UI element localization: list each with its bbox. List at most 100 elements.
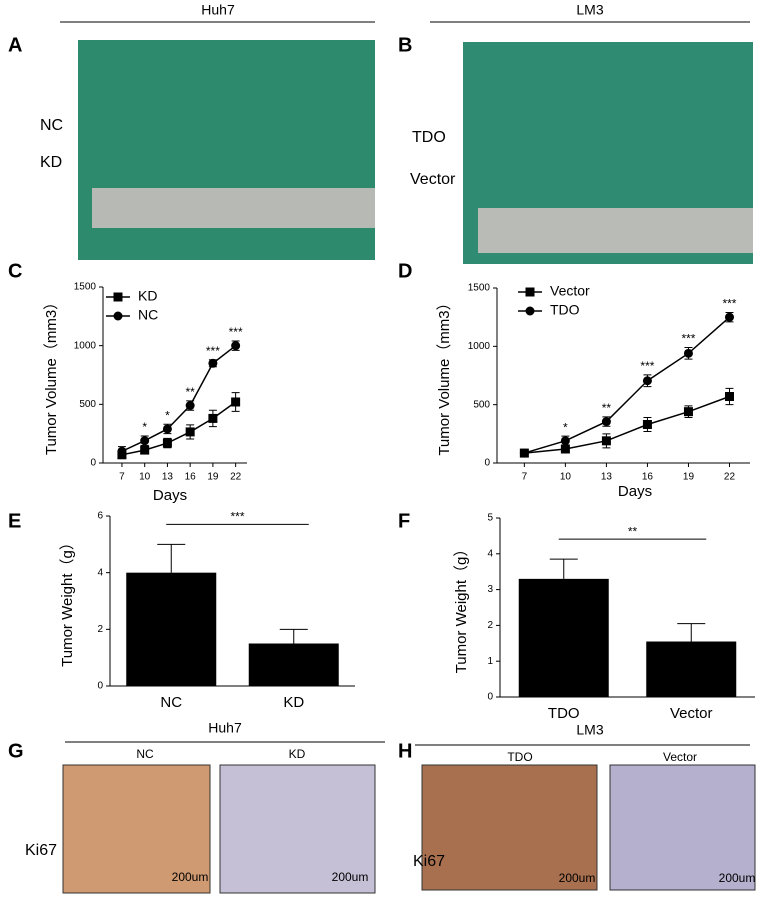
stain-label: Ki67	[25, 842, 57, 859]
marker	[140, 436, 150, 446]
marker	[185, 401, 195, 411]
significance: *	[563, 420, 568, 434]
header: LM3	[576, 2, 603, 18]
x-tick-label: Vector	[670, 705, 713, 722]
marker	[140, 445, 150, 455]
significance: **	[185, 385, 195, 399]
marker	[642, 420, 652, 429]
x-tick-label: 16	[642, 472, 654, 483]
marker	[601, 417, 611, 427]
y-tick-label: 2	[487, 620, 493, 631]
panel-letter: H	[398, 740, 412, 762]
y-tick-label: 1000	[468, 341, 491, 352]
marker	[601, 436, 611, 446]
legend-label: KD	[138, 288, 157, 304]
y-axis-label: Tumor Weight（g）	[453, 542, 470, 674]
panel-letter: E	[8, 510, 21, 532]
row-label: NC	[40, 117, 63, 134]
legend-marker	[113, 292, 123, 302]
y-tick-label: 1500	[468, 283, 491, 294]
row-label: KD	[40, 154, 62, 171]
bar	[646, 641, 737, 697]
legend-label: TDO	[550, 302, 580, 318]
column-label: Vector	[663, 750, 697, 764]
y-tick-label: 6	[97, 511, 103, 522]
header: Huh7	[208, 720, 242, 736]
x-tick-label: 22	[724, 472, 736, 483]
legend-marker	[113, 311, 123, 321]
micrograph	[219, 764, 376, 894]
series-line	[121, 401, 237, 456]
x-tick-label: NC	[160, 694, 182, 711]
y-tick-label: 1500	[74, 282, 97, 293]
y-tick-label: 4	[487, 548, 493, 559]
marker	[231, 397, 241, 407]
significance: *	[165, 408, 170, 422]
panel-letter: D	[398, 260, 412, 282]
panel-letter: F	[398, 510, 410, 532]
x-tick-label: 10	[139, 472, 151, 483]
y-tick-label: 2	[97, 624, 103, 635]
error-bar	[677, 623, 706, 642]
y-tick-label: 0	[484, 458, 490, 469]
y-axis-label: Tumor Weight（g）	[59, 535, 76, 667]
significance: **	[628, 524, 638, 538]
y-tick-label: 500	[79, 399, 96, 410]
significance: ***	[640, 359, 654, 373]
scale-label: 200um	[332, 870, 369, 884]
scale-label: 200um	[172, 870, 209, 884]
y-tick-label: 0	[487, 692, 493, 703]
scale-label: 200um	[719, 871, 756, 885]
marker	[683, 348, 693, 358]
significance: ***	[230, 510, 244, 524]
micrograph	[609, 764, 756, 891]
significance: **	[602, 401, 612, 415]
x-tick-label: 13	[162, 472, 174, 483]
legend-label: Vector	[550, 283, 590, 299]
error-bar	[279, 628, 308, 644]
column-label: TDO	[507, 750, 532, 764]
legend-marker	[525, 287, 535, 297]
bar	[518, 578, 609, 697]
series-line	[524, 395, 730, 454]
bar	[248, 643, 339, 686]
micrograph	[421, 764, 598, 891]
y-axis-label: Tumor Volume（mm3）	[43, 295, 60, 455]
y-tick-label: 0	[97, 681, 103, 692]
column-label: KD	[289, 747, 306, 761]
marker	[560, 436, 570, 446]
significance: *	[142, 420, 147, 434]
y-tick-label: 4	[97, 567, 103, 578]
y-tick-label: 1000	[74, 340, 97, 351]
marker	[683, 407, 693, 417]
marker	[724, 312, 734, 322]
marker	[231, 341, 241, 351]
column-label: NC	[136, 747, 154, 761]
scale-label: 200um	[559, 871, 596, 885]
series-line	[121, 345, 237, 452]
x-tick-label: 19	[683, 472, 695, 483]
marker	[519, 448, 529, 458]
y-tick-label: 1	[487, 656, 493, 667]
x-tick-label: 22	[230, 472, 242, 483]
marker	[117, 446, 127, 456]
marker	[208, 413, 218, 423]
x-axis-label: Days	[618, 483, 652, 500]
series-line	[524, 316, 730, 454]
y-tick-label: 5	[487, 513, 493, 524]
panel-letter: C	[8, 260, 22, 282]
marker	[162, 438, 172, 448]
x-tick-label: TDO	[548, 705, 580, 722]
x-tick-label: 19	[207, 472, 219, 483]
y-tick-label: 3	[487, 584, 493, 595]
row-label: Vector	[410, 171, 456, 188]
significance: ***	[681, 332, 695, 346]
x-tick-label: 10	[560, 472, 572, 483]
marker	[642, 376, 652, 386]
error-bar	[157, 543, 186, 573]
significance: ***	[722, 297, 736, 311]
y-tick-label: 500	[473, 399, 490, 410]
marker	[185, 427, 195, 437]
panel-letter: B	[398, 34, 412, 56]
ruler	[478, 208, 753, 253]
